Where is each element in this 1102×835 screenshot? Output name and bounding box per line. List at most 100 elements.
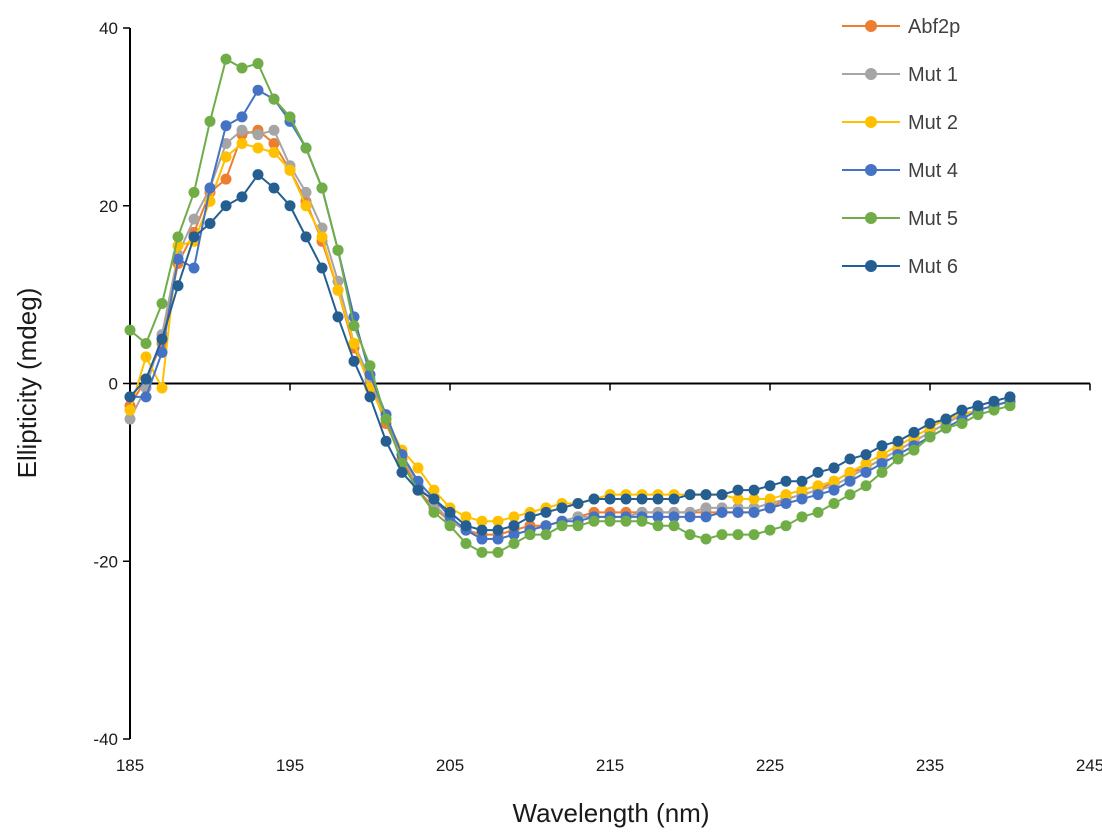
data-point <box>492 546 504 558</box>
data-point <box>620 493 632 505</box>
data-point <box>860 449 872 461</box>
data-point <box>492 533 504 545</box>
data-point <box>140 351 152 363</box>
data-point <box>732 493 744 505</box>
x-tick-label: 195 <box>276 756 304 775</box>
data-point <box>812 466 824 478</box>
data-point <box>220 120 232 132</box>
data-point <box>620 515 632 527</box>
y-tick-label: -20 <box>93 552 118 571</box>
data-point <box>972 409 984 421</box>
data-point <box>460 520 472 532</box>
data-point <box>156 382 168 394</box>
data-point <box>252 84 264 96</box>
data-point <box>444 520 456 532</box>
data-point <box>700 533 712 545</box>
legend-swatch-marker <box>865 68 877 80</box>
data-point <box>444 506 456 518</box>
data-point <box>764 493 776 505</box>
legend-item: Mut 2 <box>842 112 958 134</box>
data-point <box>508 537 520 549</box>
data-point <box>876 466 888 478</box>
data-point <box>668 493 680 505</box>
data-point <box>460 537 472 549</box>
data-point <box>748 506 760 518</box>
x-tick-label: 245 <box>1076 756 1102 775</box>
legend-label: Abf2p <box>908 16 960 38</box>
data-point <box>700 502 712 514</box>
y-axis-title: Ellipticity (mdeg) <box>12 288 42 479</box>
data-point <box>428 493 440 505</box>
data-point <box>492 524 504 536</box>
data-point <box>460 511 472 523</box>
data-point <box>604 515 616 527</box>
series-mut-2 <box>124 138 1016 527</box>
data-point <box>188 231 200 243</box>
data-point <box>860 457 872 469</box>
data-point <box>268 182 280 194</box>
data-point <box>268 124 280 136</box>
data-point <box>476 533 488 545</box>
data-point <box>220 200 232 212</box>
data-point <box>380 413 392 425</box>
data-point <box>380 435 392 447</box>
data-point <box>268 93 280 105</box>
data-point <box>684 489 696 501</box>
data-point <box>284 111 296 123</box>
data-point <box>172 253 184 265</box>
data-point <box>844 489 856 501</box>
data-point <box>732 506 744 518</box>
data-point <box>892 435 904 447</box>
data-point <box>908 444 920 456</box>
legend-swatch-marker <box>865 20 877 32</box>
data-point <box>812 489 824 501</box>
data-point <box>124 324 136 336</box>
legend: Abf2p Mut 1 Mut 2 Mut 4 Mut 5 Mut 6 <box>842 16 960 278</box>
data-point <box>220 138 232 150</box>
data-point <box>844 475 856 487</box>
legend-item: Mut 4 <box>842 160 958 182</box>
data-point <box>956 417 968 429</box>
data-point <box>540 506 552 518</box>
data-point <box>780 520 792 532</box>
data-point <box>300 231 312 243</box>
data-point <box>524 511 536 523</box>
data-point <box>156 333 168 345</box>
data-point <box>748 493 760 505</box>
data-point <box>476 515 488 527</box>
data-point <box>156 298 168 310</box>
data-point <box>972 400 984 412</box>
data-point <box>556 502 568 514</box>
data-point <box>924 431 936 443</box>
data-point <box>140 338 152 350</box>
y-tick-label: 0 <box>109 375 118 394</box>
legend-swatch-marker <box>865 212 877 224</box>
data-point <box>268 138 280 150</box>
data-point <box>908 426 920 438</box>
data-point <box>252 169 264 181</box>
data-point <box>252 58 264 70</box>
data-point <box>828 497 840 509</box>
legend-swatch-marker <box>865 164 877 176</box>
data-point <box>700 511 712 523</box>
data-point <box>188 186 200 198</box>
data-point <box>828 475 840 487</box>
data-point <box>236 62 248 74</box>
legend-label: Mut 6 <box>908 256 958 278</box>
data-point <box>636 493 648 505</box>
legend-label: Mut 5 <box>908 208 958 230</box>
data-point <box>812 480 824 492</box>
data-point <box>716 506 728 518</box>
data-point <box>348 320 360 332</box>
data-point <box>764 502 776 514</box>
data-point <box>764 480 776 492</box>
data-point <box>124 413 136 425</box>
x-tick-label: 215 <box>596 756 624 775</box>
series-mut-5 <box>124 53 1016 558</box>
data-point <box>508 511 520 523</box>
data-point <box>220 151 232 163</box>
data-point <box>828 484 840 496</box>
data-point <box>876 440 888 452</box>
data-point <box>652 511 664 523</box>
data-point <box>300 186 312 198</box>
